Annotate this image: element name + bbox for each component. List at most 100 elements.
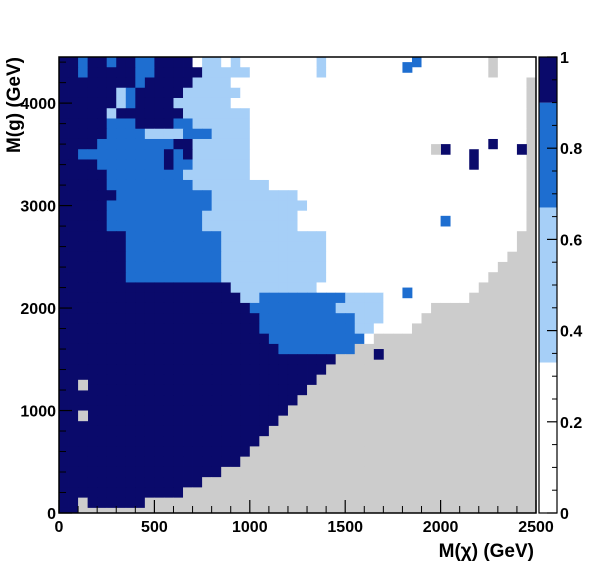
heatmap-cell (230, 395, 241, 406)
heatmap-cell (440, 343, 451, 355)
heatmap-cell (97, 67, 108, 78)
heatmap-cell (173, 292, 184, 304)
heatmap-cell (459, 200, 470, 212)
heatmap-cell (354, 261, 365, 273)
heatmap-cell (211, 374, 222, 386)
heatmap-cell (421, 507, 432, 514)
heatmap-cell (78, 282, 89, 294)
heatmap-cell (497, 323, 508, 335)
heatmap-cell (354, 415, 365, 427)
heatmap-cell (335, 190, 346, 201)
heatmap-cell (326, 477, 337, 488)
heatmap-cell (268, 97, 279, 109)
heatmap-cell (230, 466, 241, 478)
heatmap-cell (431, 374, 441, 386)
heatmap-cell (87, 261, 98, 273)
heatmap-cell (459, 477, 470, 488)
heatmap-cell (249, 149, 260, 160)
heatmap-cell (59, 456, 69, 468)
heatmap-cell (259, 159, 270, 171)
heatmap-cell (163, 169, 174, 181)
heatmap-cell (469, 108, 480, 119)
heatmap-cell (125, 241, 136, 253)
heatmap-cell (478, 57, 489, 68)
heatmap-cell (516, 364, 527, 376)
heatmap-cell (335, 138, 346, 150)
heatmap-cell (459, 241, 470, 253)
heatmap-cell (144, 384, 155, 396)
heatmap-cell (345, 456, 356, 468)
heatmap-cell (183, 477, 193, 488)
heatmap-cell (135, 200, 146, 212)
heatmap-cell (364, 251, 375, 263)
heatmap-cell (364, 477, 375, 488)
heatmap-cell (516, 190, 527, 201)
heatmap-cell (392, 343, 403, 355)
heatmap-cell (173, 282, 184, 294)
heatmap-cell (307, 261, 317, 273)
heatmap-cell (144, 200, 155, 212)
heatmap-cell (135, 507, 146, 514)
heatmap-cell (440, 456, 451, 468)
heatmap-cell (230, 302, 241, 314)
heatmap-cell (411, 487, 422, 499)
heatmap-cell (516, 415, 527, 427)
heatmap-cell (87, 507, 98, 514)
heatmap-cell (431, 159, 441, 171)
heatmap-cell (183, 507, 193, 514)
heatmap-cell (173, 384, 184, 396)
heatmap-cell (431, 220, 441, 232)
heatmap-cell (287, 333, 298, 345)
heatmap-cell (183, 415, 193, 427)
heatmap-cell (287, 395, 298, 406)
heatmap-cell (135, 374, 146, 386)
heatmap-cell (183, 149, 193, 160)
heatmap-cell (173, 118, 184, 130)
heatmap-cell (249, 282, 260, 294)
heatmap-cell (345, 190, 356, 201)
heatmap-cell (478, 497, 489, 509)
heatmap-cell (507, 507, 518, 514)
heatmap-cell (392, 436, 403, 447)
heatmap-cell (440, 241, 451, 253)
heatmap-cell (373, 118, 384, 130)
heatmap-cell (402, 261, 413, 273)
heatmap-cell (459, 374, 470, 386)
heatmap-cell (287, 313, 298, 324)
heatmap-cell (297, 77, 308, 89)
heatmap-cell (526, 241, 537, 253)
heatmap-cell (192, 456, 203, 468)
heatmap-cell (202, 333, 213, 345)
heatmap-cell (97, 159, 108, 171)
heatmap-cell (345, 272, 356, 283)
heatmap-cell (411, 507, 422, 514)
heatmap-cell (507, 251, 518, 263)
heatmap-cell (469, 128, 480, 140)
heatmap-cell (268, 497, 279, 509)
heatmap-cell (488, 292, 499, 304)
heatmap-cell (287, 210, 298, 222)
heatmap-cell (116, 354, 127, 365)
heatmap-cell (459, 87, 470, 99)
heatmap-cell (383, 128, 394, 140)
heatmap-cell (116, 323, 127, 335)
heatmap-cell (211, 169, 222, 181)
heatmap-cell (240, 128, 251, 140)
x-tick-label: 1500 (327, 519, 363, 536)
heatmap-cell (278, 87, 289, 99)
heatmap-cell (173, 415, 184, 427)
colorbar-band (539, 57, 557, 103)
heatmap-cell (221, 159, 232, 171)
heatmap-cell (163, 497, 174, 509)
heatmap-cell (249, 77, 260, 89)
heatmap-cell (240, 231, 251, 242)
heatmap-cell (383, 487, 394, 499)
heatmap-cell (278, 323, 289, 335)
heatmap-cell (183, 395, 193, 406)
heatmap-cell (450, 415, 461, 427)
heatmap-cell (116, 405, 127, 417)
heatmap-cell (450, 333, 461, 345)
heatmap-cell (78, 466, 89, 478)
heatmap-cell (163, 67, 174, 78)
heatmap-cell (459, 282, 470, 294)
